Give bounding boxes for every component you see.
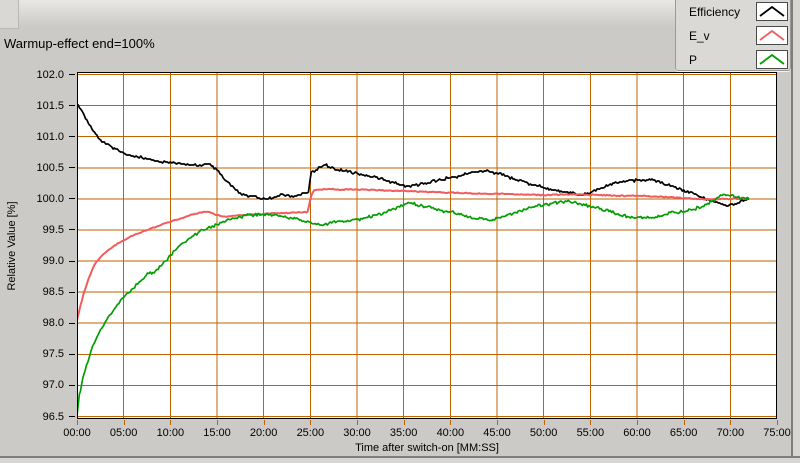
y-tick-mark xyxy=(69,291,75,293)
y-tick-label: 99.0 xyxy=(42,255,64,268)
x-tick-mark xyxy=(170,420,172,425)
x-tick-label: 00:00 xyxy=(63,427,91,439)
y-tick-mark xyxy=(69,322,75,324)
y-tick-label: 101.5 xyxy=(36,99,64,112)
y-tick-label: 99.5 xyxy=(42,223,64,236)
window-border-right xyxy=(791,0,793,463)
y-tick-label: 100.5 xyxy=(36,161,64,174)
x-tick-label: 45:00 xyxy=(483,427,511,439)
line-sample-icon xyxy=(759,29,785,41)
y-tick-mark xyxy=(69,229,75,231)
y-tick-mark xyxy=(69,198,75,200)
legend-sample-p[interactable] xyxy=(756,50,788,69)
y-tick-mark xyxy=(69,384,75,386)
y-axis-title: Relative Value [%] xyxy=(6,201,18,291)
y-tick-label: 100.0 xyxy=(36,192,64,205)
window-border-bottom xyxy=(0,456,800,458)
x-tick-label: 40:00 xyxy=(436,427,465,439)
x-tick-label: 55:00 xyxy=(576,427,605,439)
x-tick-mark xyxy=(310,420,312,425)
y-tick-label: 98.5 xyxy=(42,286,64,299)
x-tick-mark xyxy=(357,420,358,425)
x-tick-label: 20:00 xyxy=(249,427,278,439)
graph-plot-area[interactable] xyxy=(77,72,777,419)
y-tick-label: 96.5 xyxy=(42,410,64,423)
y-tick-mark xyxy=(69,136,75,138)
x-tick-label: 25:00 xyxy=(296,427,325,439)
y-tick-label: 101.0 xyxy=(36,130,64,143)
y-tick-mark xyxy=(69,353,75,355)
x-tick-label: 15:00 xyxy=(203,427,231,439)
x-tick-mark xyxy=(637,420,638,425)
x-tick-label: 75:00 xyxy=(763,427,791,439)
y-tick-mark xyxy=(69,416,75,417)
window-border-right-pad xyxy=(793,0,800,463)
pane-corner-seam xyxy=(0,0,19,29)
y-tick-label: 97.0 xyxy=(42,379,64,392)
line-sample-icon xyxy=(759,53,785,65)
x-tick-mark xyxy=(217,420,218,425)
legend-label-p: P xyxy=(689,53,698,67)
window-border-bottom-pad xyxy=(0,458,800,463)
x-tick-mark xyxy=(403,420,405,425)
x-tick-mark xyxy=(777,420,778,425)
plot-legend: Efficiency E_v P xyxy=(675,0,791,71)
x-tick-mark xyxy=(450,420,452,425)
x-tick-mark xyxy=(543,420,545,425)
x-tick-mark xyxy=(683,420,685,425)
line-sample-icon xyxy=(759,5,785,17)
legend-label-efficiency: Efficiency xyxy=(689,5,741,19)
y-tick-label: 98.0 xyxy=(42,317,64,330)
legend-label-e-v: E_v xyxy=(689,29,710,43)
legend-sample-e-v[interactable] xyxy=(756,26,788,45)
x-tick-label: 05:00 xyxy=(109,427,138,439)
x-tick-label: 70:00 xyxy=(716,427,745,439)
y-tick-mark xyxy=(69,167,75,169)
x-tick-label: 30:00 xyxy=(343,427,371,439)
x-tick-mark xyxy=(123,420,125,425)
legend-row-e-v: E_v xyxy=(676,26,790,47)
x-axis-title: Time after switch-on [MM:SS] xyxy=(355,442,499,454)
x-tick-label: 10:00 xyxy=(156,427,185,439)
x-tick-label: 65:00 xyxy=(669,427,698,439)
x-tick-label: 50:00 xyxy=(529,427,558,439)
y-tick-mark xyxy=(69,260,75,262)
y-tick-label: 97.5 xyxy=(42,348,64,361)
x-tick-mark xyxy=(77,420,78,425)
graph-title: Warmup-effect end=100% xyxy=(4,36,155,51)
x-tick-label: 60:00 xyxy=(623,427,651,439)
y-tick-mark xyxy=(69,74,75,75)
legend-row-p: P xyxy=(676,50,790,71)
panel-top-gradient xyxy=(0,0,800,27)
x-tick-label: 35:00 xyxy=(389,427,418,439)
x-tick-mark xyxy=(590,420,592,425)
x-tick-mark xyxy=(497,420,498,425)
y-tick-mark xyxy=(69,105,75,107)
y-tick-label: 102.0 xyxy=(36,68,64,81)
x-tick-mark xyxy=(263,420,265,425)
x-tick-mark xyxy=(730,420,732,425)
legend-sample-efficiency[interactable] xyxy=(756,2,788,21)
legend-row-efficiency: Efficiency xyxy=(676,2,790,23)
